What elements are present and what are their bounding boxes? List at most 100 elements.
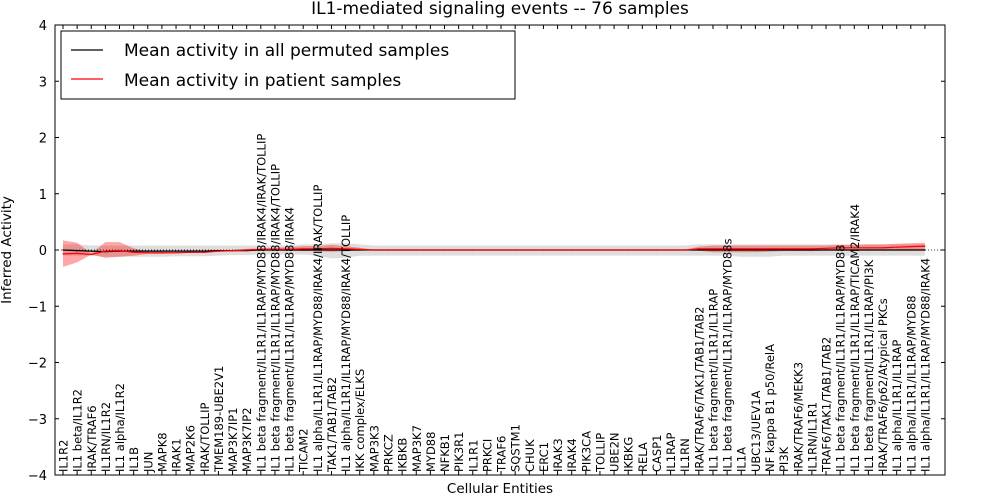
point-permuted [161, 250, 163, 252]
x-category-label: IKBKB [396, 438, 410, 472]
point-permuted [839, 249, 841, 251]
point-patient [641, 249, 643, 251]
x-category-label: MYD88 [424, 432, 438, 472]
point-patient [556, 249, 559, 251]
x-axis-label: Cellular Entities [447, 481, 553, 497]
point-patient [514, 249, 516, 251]
point-patient [330, 247, 333, 249]
point-patient [783, 248, 785, 250]
x-category-label: IRAK/TRAF6/TAK1/TAB1/TAB2 [692, 307, 706, 472]
point-patient [429, 249, 431, 251]
point-patient [740, 248, 742, 250]
point-patient [627, 249, 629, 251]
x-category-label: MAP3K7 [410, 425, 424, 472]
point-patient [76, 252, 78, 254]
x-category-label: CASP1 [650, 435, 664, 472]
point-permuted [867, 249, 870, 251]
point-patient [260, 248, 262, 250]
y-tick-label: 2 [39, 132, 47, 147]
point-patient [189, 251, 191, 253]
x-category-label: IRAK4 [565, 438, 579, 472]
point-patient [924, 245, 926, 247]
point-permuted [910, 249, 912, 251]
point-permuted [811, 249, 813, 251]
point-permuted [345, 249, 347, 251]
point-patient [217, 250, 219, 252]
point-patient [373, 249, 375, 251]
x-category-label: IL1 alpha/IL1R1/IL1RAP/MYD88 [904, 295, 918, 472]
x-category-label: TRAF6 [495, 436, 509, 473]
x-category-label: MAP3K7IP1 [226, 407, 240, 472]
category-labels: IL1R2 IL1 beta/IL1R2 IRAK/TRAF6 IL1RN/IL1R2… [57, 134, 933, 473]
point-patient [910, 246, 912, 248]
point-patient [90, 253, 92, 256]
y-tick-label: −3 [28, 413, 47, 428]
x-category-label: MAP2K6 [184, 425, 198, 472]
x-category-label: NFKB1 [438, 434, 452, 472]
x-category-label: IL1 beta fragment/IL1R1/IL1RAP/MYD88/IRA… [283, 207, 297, 472]
x-category-label: PIK3CA [579, 431, 593, 472]
x-category-label: IL1 beta fragment/IL1R1/IL1RAP/MYD88s [721, 239, 735, 472]
x-category-label: TMEM189-UBE2V1 [212, 366, 226, 473]
point-patient [104, 250, 106, 252]
point-patient [867, 247, 870, 249]
x-category-label: SQSTM1 [509, 424, 523, 472]
y-tick-label: −4 [28, 469, 47, 484]
point-patient [415, 249, 417, 251]
point-patient [726, 248, 728, 250]
point-patient [698, 248, 700, 250]
point-patient [712, 248, 714, 250]
y-tick-label: −2 [28, 357, 47, 372]
y-tick-label: 0 [39, 244, 47, 259]
y-tick-label: 4 [39, 19, 47, 34]
point-patient [387, 249, 389, 251]
point-patient [232, 250, 234, 252]
point-permuted [330, 249, 333, 251]
x-category-label: NF kappa B1 p50/RelA [763, 344, 777, 472]
line-patient [62, 245, 925, 256]
x-category-label: MAP3K3 [367, 425, 381, 472]
point-patient [811, 248, 813, 250]
x-category-label: IL1 beta/IL1R2 [71, 389, 85, 472]
x-category-label: MAP3K7IP2 [240, 407, 254, 472]
point-patient [825, 247, 827, 249]
point-patient [246, 249, 248, 251]
point-patient [175, 252, 177, 254]
x-category-label: IL1 alpha/IL1R1/IL1RAP [890, 340, 904, 472]
y-tick-label: 3 [39, 75, 47, 90]
x-category-label: TOLLIP [593, 433, 607, 473]
x-category-label: PRKCZ [382, 434, 396, 472]
x-category-label: RELA [636, 442, 650, 472]
x-category-label: IRAK/TRAF6/p62/Atypical PKCs [876, 298, 890, 472]
x-category-label: IL1 beta fragment/IL1R1/IL1RAP/MYD88/IRA… [254, 134, 268, 472]
x-category-label: IL1RN/IL1R1 [805, 402, 819, 472]
x-category-label: IRAK3 [551, 438, 565, 472]
x-category-label: TAK1/TAB1/TAB2 [325, 377, 339, 473]
point-patient [670, 249, 672, 251]
x-category-label: IRAK/TRAF6/MEKK3 [791, 362, 805, 472]
x-category-label: TRAF6/TAK1/TAB1/TAB2 [820, 337, 834, 473]
point-patient [472, 249, 474, 251]
x-category-label: TICAM2 [297, 428, 311, 473]
y-tick-label: −1 [28, 300, 47, 315]
point-patient [133, 251, 135, 253]
point-patient [839, 247, 841, 249]
x-category-label: PIK3R1 [452, 432, 466, 473]
band-patient [63, 240, 925, 267]
x-category-label: PRKCI [480, 439, 494, 472]
point-patient [684, 249, 686, 251]
x-category-label: IL1B [127, 447, 141, 472]
y-tick-label: 1 [39, 188, 47, 203]
x-category-label: IL1 beta fragment/IL1R1/IL1RAP/MYD88/IRA… [269, 164, 283, 472]
x-category-label: UBC13/UEV1A [749, 390, 763, 472]
point-permuted [133, 250, 135, 252]
point-patient [754, 248, 757, 250]
point-permuted [783, 249, 785, 251]
x-category-label: IL1 beta fragment/IL1R1/IL1RAP/PI3K [862, 259, 876, 472]
point-patient [62, 253, 64, 255]
point-permuted [76, 250, 78, 252]
point-patient [458, 249, 460, 251]
series-lines [62, 245, 926, 256]
x-category-label: IKBKG [622, 437, 636, 472]
